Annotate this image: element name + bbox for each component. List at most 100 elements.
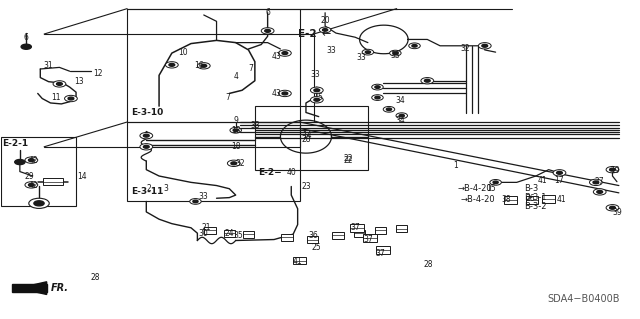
Circle shape <box>193 200 198 203</box>
Circle shape <box>230 127 241 133</box>
Circle shape <box>610 206 615 209</box>
Text: 31: 31 <box>44 61 53 70</box>
Circle shape <box>387 108 392 111</box>
Text: B-3: B-3 <box>524 184 539 193</box>
Text: 4: 4 <box>233 72 238 81</box>
Text: 19: 19 <box>610 166 620 175</box>
Bar <box>542 195 555 203</box>
Bar <box>504 196 516 204</box>
Text: 5: 5 <box>317 93 323 102</box>
Text: 33: 33 <box>199 191 209 201</box>
Circle shape <box>372 95 383 100</box>
Circle shape <box>282 92 288 95</box>
Bar <box>127 122 300 201</box>
Text: 22: 22 <box>344 156 353 165</box>
Text: 32: 32 <box>236 159 245 168</box>
Circle shape <box>383 107 395 112</box>
Text: 37: 37 <box>350 223 360 232</box>
Circle shape <box>143 145 149 148</box>
Text: 41: 41 <box>293 257 303 266</box>
Text: 14: 14 <box>303 131 312 140</box>
Circle shape <box>34 201 44 206</box>
Text: 28: 28 <box>424 260 433 270</box>
Text: B-3-2: B-3-2 <box>524 202 547 211</box>
Text: 24: 24 <box>225 229 234 238</box>
Text: 33: 33 <box>310 70 320 79</box>
Text: 34: 34 <box>395 96 404 105</box>
Text: 32: 32 <box>461 44 470 54</box>
Circle shape <box>493 181 498 184</box>
Circle shape <box>478 43 491 49</box>
Bar <box>396 225 408 232</box>
Text: 33: 33 <box>326 46 337 56</box>
Circle shape <box>606 204 619 211</box>
Circle shape <box>140 132 153 139</box>
Text: 1: 1 <box>453 161 458 170</box>
Text: 22: 22 <box>344 154 353 163</box>
Circle shape <box>278 90 291 97</box>
Circle shape <box>21 44 31 49</box>
Text: 33: 33 <box>356 53 366 62</box>
Text: 37: 37 <box>363 235 372 244</box>
Text: →B-4-20: →B-4-20 <box>461 195 495 204</box>
Circle shape <box>189 198 201 204</box>
Bar <box>44 178 63 185</box>
Circle shape <box>282 52 288 55</box>
Bar <box>307 236 318 243</box>
Circle shape <box>490 180 501 185</box>
Bar <box>204 226 216 234</box>
Text: 43: 43 <box>272 52 282 61</box>
Circle shape <box>424 79 430 82</box>
Bar <box>525 196 538 204</box>
Text: 37: 37 <box>376 249 385 258</box>
Circle shape <box>310 97 323 103</box>
Text: 7: 7 <box>248 64 253 73</box>
Text: ←: ← <box>322 29 332 39</box>
Circle shape <box>610 168 615 171</box>
Circle shape <box>231 162 237 165</box>
Text: E-3-11: E-3-11 <box>132 187 164 196</box>
Bar <box>281 234 292 241</box>
Text: 15: 15 <box>486 184 496 193</box>
Circle shape <box>557 171 563 174</box>
Text: 28: 28 <box>90 273 100 282</box>
Circle shape <box>56 83 62 85</box>
Circle shape <box>310 87 323 93</box>
Text: 16: 16 <box>194 61 204 70</box>
Circle shape <box>375 86 380 88</box>
Circle shape <box>319 27 331 33</box>
Text: 30: 30 <box>199 229 209 238</box>
Circle shape <box>314 89 320 92</box>
Circle shape <box>362 49 374 55</box>
Circle shape <box>29 198 49 208</box>
Text: 3: 3 <box>163 184 168 193</box>
Text: 18: 18 <box>231 142 241 151</box>
Text: FR.: FR. <box>51 283 68 293</box>
Text: 26: 26 <box>526 194 536 203</box>
Circle shape <box>365 51 371 54</box>
Circle shape <box>68 97 74 100</box>
Text: 10: 10 <box>178 48 188 57</box>
Circle shape <box>482 44 488 47</box>
Text: 29: 29 <box>24 172 35 181</box>
Circle shape <box>25 182 38 188</box>
Circle shape <box>201 64 207 67</box>
Text: 27: 27 <box>595 177 605 186</box>
Text: 34: 34 <box>395 116 404 125</box>
Text: 33: 33 <box>250 121 260 130</box>
Circle shape <box>265 29 271 32</box>
Circle shape <box>169 63 175 66</box>
Text: 41: 41 <box>557 195 566 204</box>
Circle shape <box>421 78 434 84</box>
Text: E-2−: E-2− <box>258 168 282 177</box>
Circle shape <box>372 84 383 90</box>
Circle shape <box>65 95 77 102</box>
Text: 7: 7 <box>225 93 230 102</box>
Text: 6: 6 <box>265 8 270 17</box>
Text: 11: 11 <box>51 93 61 102</box>
Circle shape <box>393 52 398 54</box>
Circle shape <box>227 160 240 167</box>
Circle shape <box>233 129 238 131</box>
Circle shape <box>314 98 320 101</box>
Bar <box>350 224 364 232</box>
